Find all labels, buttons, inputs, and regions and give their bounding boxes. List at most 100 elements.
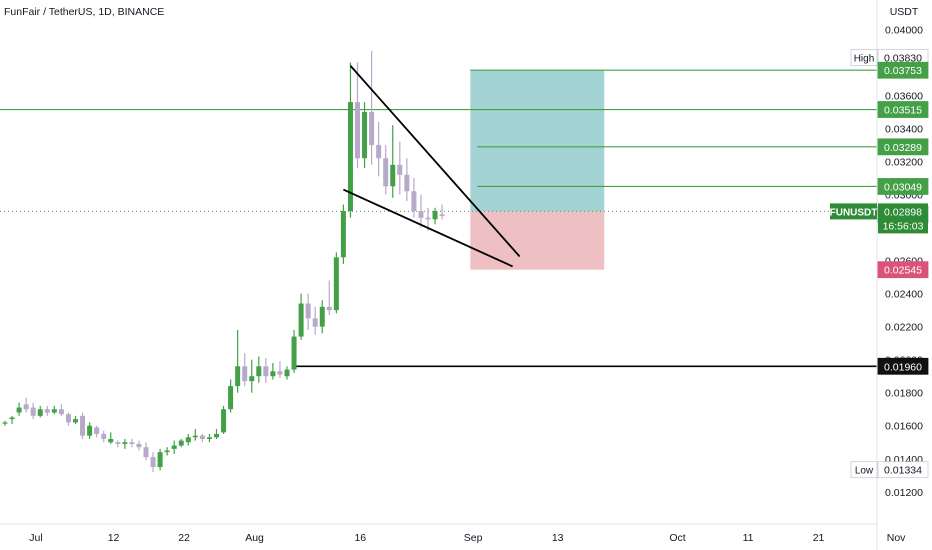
side-label-box [850, 49, 878, 66]
price-tick-label: 0.02400 [885, 289, 923, 301]
price-label-box [877, 357, 929, 375]
side-label-box [850, 461, 878, 479]
candle-body [362, 111, 368, 159]
candle-body [397, 164, 403, 175]
candle-body [164, 450, 170, 453]
target-zone [470, 70, 605, 212]
candle-body [80, 415, 86, 436]
time-tick-label: 21 [813, 532, 825, 544]
time-tick-label: Sep [464, 532, 483, 544]
candle-body [235, 366, 241, 387]
time-tick-label: 11 [743, 532, 754, 544]
price-label-box [877, 138, 929, 156]
candle-body [87, 425, 93, 436]
candle-body [355, 102, 360, 159]
candle-body [199, 435, 205, 439]
price-label-box [877, 461, 929, 479]
candle-body [51, 409, 57, 413]
candle-body [65, 414, 71, 423]
candle-body [143, 447, 149, 458]
ticker-box [830, 203, 877, 220]
candle-body [390, 164, 396, 187]
price-label-text: 0.01960 [884, 361, 922, 373]
candle-body [319, 306, 325, 327]
price-label-text: 0.03049 [884, 181, 922, 193]
candle-body [101, 433, 107, 439]
candle-body [206, 437, 212, 439]
time-tick-label: Nov [887, 532, 906, 544]
position-zones [470, 70, 605, 270]
candle-body [115, 442, 121, 444]
candle-body [411, 191, 417, 212]
candle-body [185, 437, 191, 443]
candle-body [256, 366, 262, 377]
side-label-text: High [854, 54, 875, 65]
candle-body [73, 419, 78, 423]
candle-body [30, 407, 36, 416]
candle-body [270, 371, 276, 377]
candle-body [369, 111, 375, 146]
candle-body [9, 417, 15, 420]
candle-body [228, 386, 234, 410]
candle-body [122, 442, 128, 444]
horizontal-levels [0, 69, 877, 368]
price-label-text: 0.03753 [884, 65, 922, 77]
candle-body [383, 158, 389, 187]
price-tick-label: 0.03600 [885, 90, 923, 102]
price-label-text: 0.03289 [884, 142, 922, 154]
candle-body [418, 211, 424, 218]
candle-body [326, 306, 332, 311]
candle-body [263, 366, 269, 377]
price-tick-label: 0.03200 [885, 157, 923, 169]
candle-body [150, 457, 156, 468]
price-label-box [877, 101, 929, 118]
candle-body [277, 371, 283, 375]
price-tick-label: 0.03400 [885, 124, 923, 136]
price-label-text: 0.02545 [884, 265, 922, 277]
candle-body [425, 217, 431, 220]
wedge-trendlines [343, 65, 521, 268]
price-tick-label: 0.01200 [885, 487, 923, 499]
price-axis-labels: 0.03830 High 0.03753 0.03515 0.03289 0.03049 0… [830, 49, 929, 479]
candle-body [298, 303, 304, 337]
time-tick-label: Jul [29, 532, 42, 544]
candle-body [44, 409, 50, 413]
candle-body [249, 376, 255, 382]
candle-body [16, 407, 22, 413]
candle-body [23, 404, 29, 410]
trendline [349, 65, 521, 258]
candle-body [58, 409, 64, 415]
price-label-box [877, 178, 929, 195]
price-label-text: 0.03830 [884, 53, 922, 65]
time-tick-label: 22 [178, 532, 190, 544]
time-tick-label: 16 [354, 532, 366, 544]
price-tick-label: 0.02200 [885, 322, 923, 334]
ticker-text: FUNUSDT [830, 207, 878, 218]
price-label-text: 0.01334 [884, 465, 922, 477]
candle-body [94, 427, 100, 434]
price-label-box [877, 61, 929, 79]
candle-body [376, 145, 382, 159]
time-axis-ticks: Jul 12 22 Aug 16 Sep 13 Oct 11 21 Nov [29, 532, 906, 544]
time-tick-label: 13 [552, 532, 564, 544]
candle-body [340, 211, 346, 258]
candle-body [291, 336, 297, 370]
candle-body [305, 303, 311, 319]
trendline [343, 188, 513, 268]
candle-body [108, 438, 114, 443]
candle-body [157, 452, 163, 468]
candle-body [432, 211, 438, 220]
time-tick-label: Aug [245, 532, 264, 544]
candle-body [214, 433, 219, 438]
candle-body [404, 174, 410, 192]
candle-body [439, 214, 445, 217]
candle-body [129, 442, 135, 444]
last-price-text: 0.02898 [884, 206, 922, 218]
last-price-box [878, 203, 928, 234]
price-label-text: 0.03515 [884, 105, 922, 117]
price-tick-label: 0.01800 [885, 388, 923, 400]
candle-body [178, 440, 184, 446]
currency-label: USDT [890, 6, 919, 18]
candle-body [333, 257, 339, 311]
